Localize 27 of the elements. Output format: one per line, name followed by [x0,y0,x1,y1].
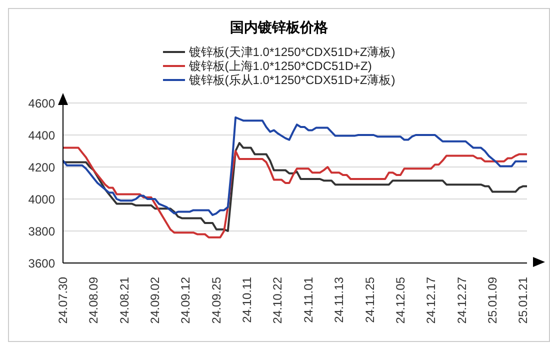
x-tick-label: 24.07.30 [56,276,70,324]
x-tick-label: 24.09.25 [209,276,224,324]
x-tick-label: 24.08.09 [86,276,101,324]
x-tick-label: 24.08.21 [117,276,132,324]
x-tick-label: 24.09.12 [178,276,193,324]
y-tick-label: 4600 [28,96,56,110]
y-tick-label: 4200 [28,160,56,174]
y-tick-label: 4000 [28,192,56,206]
y-tick-label: 3800 [28,224,56,238]
x-tick-label: 24.10.11 [240,276,254,323]
x-tick-label: 25.01.09 [485,276,500,324]
line-series [62,116,528,216]
y-tick-label: 3600 [28,256,56,270]
legend-label: 镀锌板(天津1.0*1250*CDX51D+Z薄板) [188,45,396,59]
x-tick-label: 24.09.02 [148,276,162,324]
legend-label: 镀锌板(乐从1.0*1250*CDX51D+Z薄板) [188,73,396,87]
x-tick-label: 25.01.21 [516,276,530,324]
x-tick-label: 24.12.05 [393,276,408,324]
chart-title: 国内镀锌板价格 [229,19,329,37]
x-tick-label: 24.11.13 [332,276,346,323]
legend-label: 镀锌板(上海1.0*1250*CDC51D+Z) [188,59,372,73]
x-tick-label: 24.11.25 [362,276,377,323]
x-tick-label: 24.12.27 [454,276,469,324]
x-tick-label: 24.12.17 [424,276,438,324]
x-tick-label: 24.11.01 [301,276,316,323]
y-tick-label: 4400 [28,128,56,142]
x-tick-label: 24.10.22 [270,276,285,324]
